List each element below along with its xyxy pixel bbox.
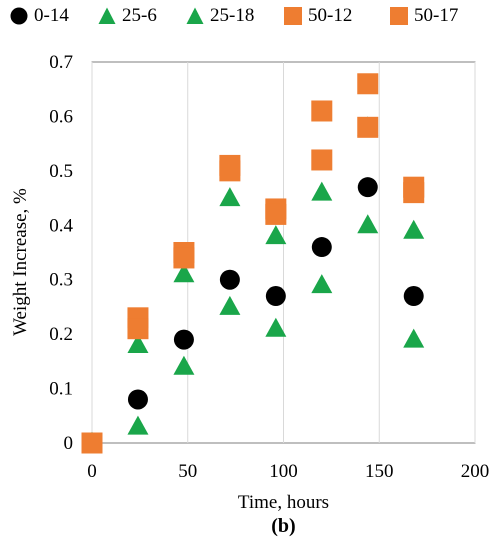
data-point-0-14 xyxy=(265,286,286,307)
data-point-50-17 xyxy=(219,160,241,182)
panel-label: (b) xyxy=(271,515,296,537)
data-point-50-17 xyxy=(127,318,149,340)
data-point-25-18 xyxy=(219,295,241,315)
data-point-25-18 xyxy=(127,415,149,435)
y-tick-label: 0.3 xyxy=(49,270,73,291)
legend-triangle-marker-icon xyxy=(98,7,116,24)
data-point-50-12 xyxy=(311,100,333,122)
data-point-50-17 xyxy=(173,247,195,269)
data-point-25-6 xyxy=(403,219,425,239)
legend-label-50-17: 50-17 xyxy=(414,5,459,26)
data-point-25-18 xyxy=(403,328,425,348)
data-point-25-18 xyxy=(265,317,287,337)
data-point-0-14 xyxy=(219,269,240,290)
legend-square-marker-icon xyxy=(390,7,408,25)
data-point-0-14 xyxy=(357,177,378,198)
data-point-25-6 xyxy=(265,225,287,245)
legend-square-marker-icon xyxy=(284,7,302,25)
legend-item-25-6: 25-6 xyxy=(98,4,157,28)
legend-label-0-14: 0-14 xyxy=(34,5,69,26)
data-point-50-17 xyxy=(311,149,333,171)
data-point-0-14 xyxy=(127,389,148,410)
y-tick-label: 0.1 xyxy=(49,379,73,400)
legend-item-50-17: 50-17 xyxy=(390,4,458,28)
data-point-50-12 xyxy=(357,73,379,95)
y-axis-label: Weight Increase, % xyxy=(10,188,31,336)
data-point-0-14 xyxy=(173,329,194,350)
legend-item-25-18: 25-18 xyxy=(186,4,254,28)
data-point-25-18 xyxy=(357,214,379,234)
y-tick-label: 0.6 xyxy=(49,106,73,127)
legend-label-25-18: 25-18 xyxy=(210,5,255,26)
x-tick-label: 0 xyxy=(87,461,97,482)
data-point-25-6 xyxy=(311,181,333,201)
y-tick-label: 0.5 xyxy=(49,161,73,182)
legend-item-0-14: 0-14 xyxy=(10,4,69,28)
x-tick-label: 100 xyxy=(269,461,298,482)
x-axis-label: Time, hours xyxy=(237,492,330,513)
legend-item-50-12: 50-12 xyxy=(284,4,352,28)
x-tick-label: 200 xyxy=(461,461,490,482)
data-point-0-14 xyxy=(311,237,332,258)
data-point-25-6 xyxy=(219,187,241,207)
y-tick-label: 0.7 xyxy=(49,52,73,73)
data-point-50-17 xyxy=(81,432,103,454)
data-point-25-18 xyxy=(311,274,333,294)
data-point-50-17 xyxy=(357,116,379,138)
chart-legend: 0-14 25-6 25-18 50-12 50-17 xyxy=(6,4,501,28)
data-point-50-17 xyxy=(265,203,287,225)
y-tick-label: 0.2 xyxy=(49,324,73,345)
legend-triangle-marker-icon xyxy=(186,7,204,24)
data-point-50-17 xyxy=(403,182,425,204)
x-tick-label: 50 xyxy=(178,461,197,482)
data-point-25-6 xyxy=(173,263,195,283)
legend-label-25-6: 25-6 xyxy=(122,5,157,26)
legend-label-50-12: 50-12 xyxy=(308,5,353,26)
x-tick-label: 150 xyxy=(365,461,394,482)
y-tick-label: 0 xyxy=(64,433,74,454)
y-tick-label: 0.4 xyxy=(49,215,73,236)
legend-circle-marker-icon xyxy=(10,7,28,25)
data-point-25-6 xyxy=(127,334,149,354)
data-point-0-14 xyxy=(403,286,424,307)
data-point-25-18 xyxy=(173,355,195,375)
